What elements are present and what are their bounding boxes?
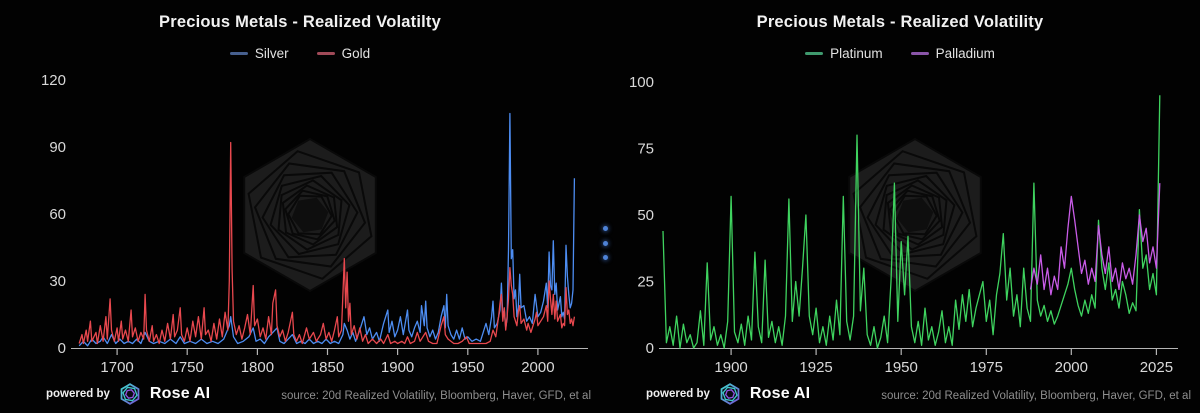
legend: Platinum Palladium: [600, 46, 1200, 61]
silver-legend-dash-icon: [229, 52, 248, 55]
brand-name: Rose AI: [749, 385, 811, 402]
svg-text:0: 0: [58, 340, 66, 357]
rose-ai-attribution[interactable]: powered by Rose AI: [646, 382, 810, 406]
svg-text:2000: 2000: [521, 359, 554, 376]
rose-ai-logo-icon: [720, 383, 740, 405]
legend-item-silver[interactable]: Silver: [229, 46, 289, 61]
legend-label: Palladium: [935, 46, 995, 61]
panel-footer: powered by Rose AI source: 20d Realized …: [600, 379, 1200, 413]
panel-footer: powered by Rose AI source: 20d Realized …: [0, 379, 600, 413]
platinum-legend-dash-icon: [805, 52, 824, 55]
rose-ai-attribution[interactable]: powered by Rose AI: [46, 382, 210, 406]
svg-text:1925: 1925: [799, 359, 832, 376]
legend-item-platinum[interactable]: Platinum: [805, 46, 883, 61]
legend-item-gold[interactable]: Gold: [316, 46, 371, 61]
svg-text:60: 60: [49, 206, 66, 223]
panel-divider-handle[interactable]: [600, 226, 610, 260]
source-attribution: source: 20d Realized Volatility, Bloombe…: [881, 390, 1191, 402]
svg-text:1750: 1750: [171, 359, 204, 376]
legend-label: Gold: [341, 46, 371, 61]
svg-text:1850: 1850: [311, 359, 344, 376]
svg-text:100: 100: [629, 74, 654, 91]
legend-item-palladium[interactable]: Palladium: [910, 46, 995, 61]
powered-by-label: powered by: [646, 388, 710, 400]
svg-text:1700: 1700: [100, 359, 133, 376]
svg-text:2025: 2025: [1140, 359, 1173, 376]
gold-legend-dash-icon: [316, 52, 335, 55]
divider-dot-icon: [602, 226, 608, 231]
divider-dot-icon: [602, 240, 608, 246]
divider-dot-icon: [602, 255, 608, 260]
svg-text:0: 0: [646, 340, 654, 357]
svg-text:1800: 1800: [241, 359, 274, 376]
svg-text:1950: 1950: [451, 359, 484, 376]
brand-name: Rose AI: [149, 385, 211, 402]
svg-text:1950: 1950: [885, 359, 918, 376]
svg-text:30: 30: [49, 273, 66, 290]
svg-text:120: 120: [41, 72, 66, 89]
rose-ai-logo-icon: [120, 383, 140, 405]
svg-text:1975: 1975: [970, 359, 1003, 376]
svg-text:90: 90: [49, 139, 66, 156]
chart-panel-silver-gold: Precious Metals - Realized Volatilty Sil…: [0, 13, 600, 413]
powered-by-label: powered by: [46, 388, 110, 400]
silver-gold-chart: 1700 1750 1800 1850 1900 1950 2000 0 30 60 90 120: [41, 72, 588, 376]
legend-label: Silver: [254, 46, 289, 61]
svg-text:2000: 2000: [1055, 359, 1088, 376]
legend-label: Platinum: [830, 46, 883, 61]
source-attribution: source: 20d Realized Volatility, Bloombe…: [281, 390, 591, 402]
legend: Silver Gold: [0, 46, 600, 61]
svg-text:50: 50: [637, 207, 654, 224]
svg-text:25: 25: [637, 274, 654, 291]
palladium-legend-dash-icon: [910, 52, 929, 55]
platinum-palladium-chart: 1900 1925 1950 1975 2000 2025 0 25 50 75 100: [629, 74, 1178, 376]
chart-title: Precious Metals - Realized Volatilty: [159, 13, 441, 31]
svg-text:1900: 1900: [381, 359, 414, 376]
svg-text:75: 75: [637, 141, 654, 158]
svg-text:1900: 1900: [714, 359, 747, 376]
chart-title: Precious Metals - Realized Volatility: [756, 13, 1044, 31]
chart-panel-platinum-palladium: Precious Metals - Realized Volatility Pl…: [600, 0, 1200, 413]
